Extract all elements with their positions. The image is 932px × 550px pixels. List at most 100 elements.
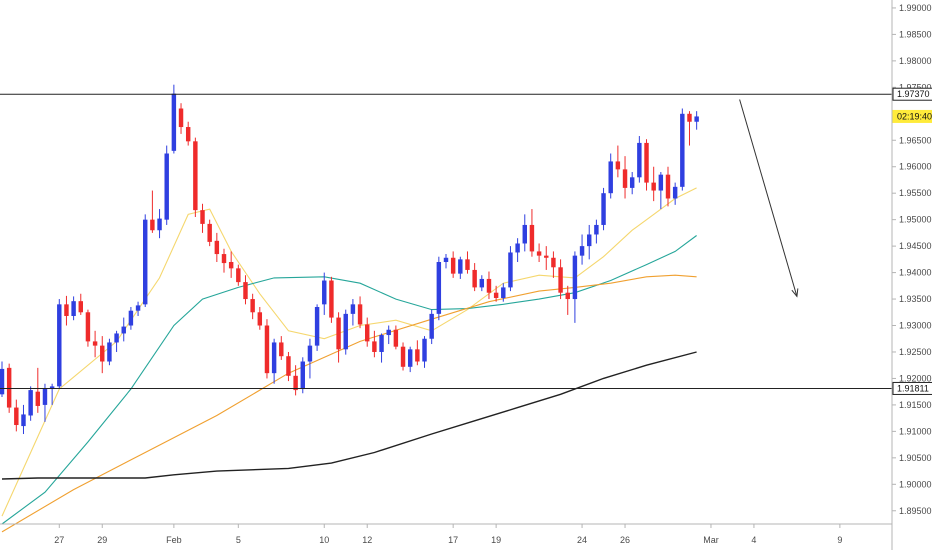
price-tick-label: 1.95000 xyxy=(899,215,932,225)
candle xyxy=(135,301,141,316)
price-tags: 1.97370 1.91811 02:19:40 xyxy=(892,87,932,395)
time-tick-label: Feb xyxy=(166,535,182,545)
price-tick-label: 1.92000 xyxy=(899,373,932,383)
candle xyxy=(637,136,642,183)
candle xyxy=(21,404,26,435)
candle-body xyxy=(587,234,592,247)
candle xyxy=(572,251,578,323)
price-tick-label: 1.89500 xyxy=(899,506,932,516)
candle xyxy=(271,338,277,384)
candle-body xyxy=(293,375,298,391)
price-axis[interactable]: 1.99000 1.98500 1.98000 1.97500 1.96500 1.960… xyxy=(892,3,932,516)
price-tick-label: 1.92500 xyxy=(899,347,932,357)
candle xyxy=(307,338,313,379)
candle-body xyxy=(128,310,134,326)
candle-body xyxy=(178,108,184,128)
candle-body xyxy=(658,174,664,191)
candle-body xyxy=(393,329,399,347)
candle xyxy=(35,367,41,413)
candle-body xyxy=(78,301,83,313)
candle xyxy=(694,111,699,130)
candle-body xyxy=(329,280,334,318)
candle-body xyxy=(450,257,456,274)
candle-body xyxy=(228,262,234,269)
time-tick-label: 19 xyxy=(491,535,501,545)
candle-body xyxy=(629,177,635,188)
price-tick-label: 1.98500 xyxy=(899,29,932,39)
candle-body xyxy=(57,304,62,387)
time-tick-label: 24 xyxy=(577,535,587,545)
price-tick-label: 1.94500 xyxy=(899,241,932,251)
candle xyxy=(121,317,126,342)
candle xyxy=(107,338,112,366)
candle xyxy=(329,276,334,323)
candle xyxy=(293,365,298,396)
candle xyxy=(608,153,613,199)
candle xyxy=(479,275,485,292)
candle-body xyxy=(214,240,220,255)
moving-averages xyxy=(1,187,697,533)
candle-body xyxy=(508,252,513,288)
level-price-tag: 1.97370 xyxy=(892,87,932,101)
level-price-tag-label: 1.97370 xyxy=(897,89,930,99)
candle-body xyxy=(400,346,406,367)
candle-body xyxy=(28,390,33,416)
candle-body xyxy=(465,259,470,270)
candle xyxy=(207,219,212,247)
candle-body xyxy=(515,243,520,253)
candle-body xyxy=(472,269,477,288)
candle xyxy=(579,234,585,265)
candle-body xyxy=(71,301,76,316)
level-price-tag-box xyxy=(892,381,932,395)
candle-body xyxy=(443,257,449,262)
countdown-tag: 02:19:40 xyxy=(892,109,932,123)
arrow-line[interactable] xyxy=(739,99,798,297)
candle xyxy=(651,166,656,202)
candle xyxy=(221,248,227,273)
candle-body xyxy=(522,224,527,244)
price-tick-label: 1.93500 xyxy=(899,294,932,304)
time-axis[interactable]: 27 29 Feb 5 10 12 17 19 24 26 Mar 4 9 xyxy=(54,524,842,545)
price-tick-label: 1.94000 xyxy=(899,268,932,278)
candle xyxy=(128,306,134,330)
price-tick-label: 1.95500 xyxy=(899,188,932,198)
candle xyxy=(314,304,320,351)
candle xyxy=(193,137,198,218)
candle xyxy=(429,309,434,345)
candle xyxy=(529,209,535,257)
candle xyxy=(100,336,105,374)
candle xyxy=(350,299,356,326)
candle-body xyxy=(243,282,248,300)
candle xyxy=(200,203,205,233)
candle-body xyxy=(544,255,549,258)
candle xyxy=(279,336,284,360)
candle-body xyxy=(429,313,434,339)
candle-body xyxy=(264,325,270,374)
candle xyxy=(157,209,162,239)
candle xyxy=(687,111,692,146)
candle xyxy=(407,346,413,373)
candle-body xyxy=(107,342,112,362)
candle-body xyxy=(336,317,341,350)
candle-body xyxy=(42,387,48,405)
candle xyxy=(64,295,69,326)
candle-body xyxy=(207,223,212,242)
candle xyxy=(150,190,155,233)
time-tick-label: 17 xyxy=(448,535,458,545)
candle xyxy=(264,319,270,379)
candle-body xyxy=(536,251,542,256)
candle-body xyxy=(493,292,499,298)
candle xyxy=(164,145,169,225)
candle-body xyxy=(350,304,356,314)
level-price-tag: 1.91811 xyxy=(892,381,932,395)
candle-body xyxy=(307,345,313,362)
candle xyxy=(185,121,191,146)
price-tick-label: 1.97500 xyxy=(899,82,932,92)
candle xyxy=(85,309,91,347)
candle-body xyxy=(250,299,255,313)
candle xyxy=(343,309,348,355)
candle xyxy=(49,383,55,405)
candle-body xyxy=(486,278,492,293)
candle-body xyxy=(193,141,198,211)
candle xyxy=(365,317,370,347)
